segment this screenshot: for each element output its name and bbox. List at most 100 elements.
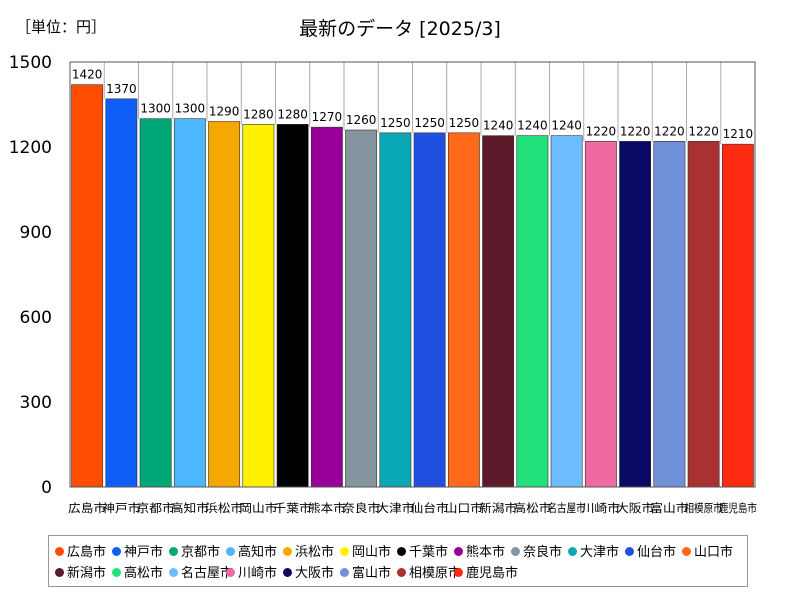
legend-marker [340, 547, 349, 556]
data-label: 1250 [380, 116, 411, 130]
legend-item: 岡山市 [340, 541, 391, 560]
legend-item: 浜松市 [283, 541, 334, 560]
legend-label: 浜松市 [295, 545, 335, 560]
bar [653, 141, 686, 488]
legend-marker [454, 547, 463, 556]
x-tick-label: 山口市 [445, 501, 483, 515]
x-tick-label: 岡山市 [239, 501, 277, 515]
data-label: 1270 [312, 110, 343, 124]
data-label: 1280 [277, 107, 308, 121]
legend-label: 新潟市 [67, 566, 107, 581]
bar [139, 118, 172, 488]
legend-marker [112, 568, 121, 577]
legend-marker [169, 547, 178, 556]
legend-item: 高松市 [112, 562, 163, 581]
legend-label: 相模原市 [409, 566, 462, 581]
data-label: 1210 [723, 127, 754, 141]
x-tick-label: 鹿児島市 [719, 501, 757, 515]
legend-marker [625, 547, 634, 556]
y-tick-label: 1500 [9, 53, 52, 73]
bar [105, 98, 138, 488]
bar [242, 124, 275, 488]
y-tick-label: 300 [20, 393, 52, 413]
x-tick-label: 千葉市 [274, 501, 312, 515]
legend-item: 鹿児島市 [454, 562, 518, 581]
y-tick-label: 900 [20, 223, 52, 243]
legend-marker [226, 568, 235, 577]
legend-label: 富山市 [352, 566, 392, 581]
bar [310, 126, 343, 488]
legend-item: 相模原市 [397, 562, 461, 581]
bar [550, 135, 583, 488]
legend-label: 高松市 [124, 566, 164, 581]
legend-label: 岡山市 [352, 545, 392, 560]
legend-marker [682, 547, 691, 556]
x-tick-label: 名古屋市 [548, 501, 586, 515]
legend-label: 熊本市 [466, 545, 506, 560]
data-label: 1280 [243, 107, 274, 121]
legend-label: 川崎市 [238, 566, 278, 581]
legend-label: 広島市 [67, 545, 107, 560]
data-label: 1420 [72, 68, 103, 82]
x-tick-label: 高松市 [513, 501, 551, 515]
legend-item: 神戸市 [112, 541, 163, 560]
bar-chart: 0 300 600 900 1200 1500 1420 広島市 1370 神戸市 1300 京都市 1… [9, 53, 757, 515]
data-label: 1250 [449, 116, 480, 130]
legend-item: 高知市 [226, 541, 277, 560]
legend-label: 高知市 [238, 545, 278, 560]
legend-label: 神戸市 [124, 545, 164, 560]
data-label: 1240 [517, 119, 548, 133]
y-tick-label: 1200 [9, 138, 52, 158]
legend-marker [55, 547, 64, 556]
legend-marker [169, 568, 178, 577]
y-tick-label: 600 [20, 308, 52, 328]
x-tick-label: 高知市 [171, 501, 209, 515]
x-tick-label: 京都市 [137, 501, 175, 515]
unit-label: ［単位：円］ [16, 18, 107, 36]
legend-label: 山口市 [694, 545, 734, 560]
x-tick-label: 富山市 [650, 501, 688, 515]
bar [584, 141, 617, 488]
legend-item: 新潟市 [55, 562, 106, 581]
legend-marker [283, 547, 292, 556]
bar [413, 132, 446, 488]
legend-item: 名古屋市 [169, 562, 233, 581]
x-tick-label: 浜松市 [205, 501, 243, 515]
x-tick-label: 仙台市 [411, 501, 449, 515]
data-label: 1220 [654, 124, 685, 138]
bar [345, 129, 378, 488]
x-tick-label: 大津市 [376, 501, 414, 515]
data-label: 1220 [586, 124, 617, 138]
legend-item: 富山市 [340, 562, 391, 581]
bar [276, 124, 309, 488]
legend-marker [340, 568, 349, 577]
legend-item: 京都市 [169, 541, 220, 560]
x-tick-label: 新潟市 [479, 501, 517, 515]
legend-marker [454, 568, 463, 577]
bar [447, 132, 480, 488]
legend-marker [397, 568, 406, 577]
legend-label: 京都市 [181, 545, 221, 560]
data-label: 1370 [106, 82, 137, 96]
bar [208, 121, 241, 488]
legend-item: 広島市 [55, 541, 106, 560]
chart-title: 最新のデータ [2025/3] [299, 18, 501, 40]
data-label: 1260 [346, 113, 377, 127]
data-label: 1290 [209, 105, 240, 119]
legend-label: 大阪市 [295, 566, 335, 581]
bar [173, 118, 206, 488]
legend-marker [568, 547, 577, 556]
legend-label: 奈良市 [523, 545, 563, 560]
legend-marker [112, 547, 121, 556]
legend-marker [511, 547, 520, 556]
legend-label: 千葉市 [409, 545, 449, 560]
legend-item: 奈良市 [511, 541, 562, 560]
legend-item: 山口市 [682, 541, 733, 560]
legend-marker [283, 568, 292, 577]
x-tick-label: 川崎市 [582, 501, 620, 515]
data-label: 1250 [414, 116, 445, 130]
legend-label: 仙台市 [637, 545, 677, 560]
x-tick-label: 熊本市 [308, 501, 346, 515]
data-label: 1220 [620, 124, 651, 138]
legend-marker [55, 568, 64, 577]
